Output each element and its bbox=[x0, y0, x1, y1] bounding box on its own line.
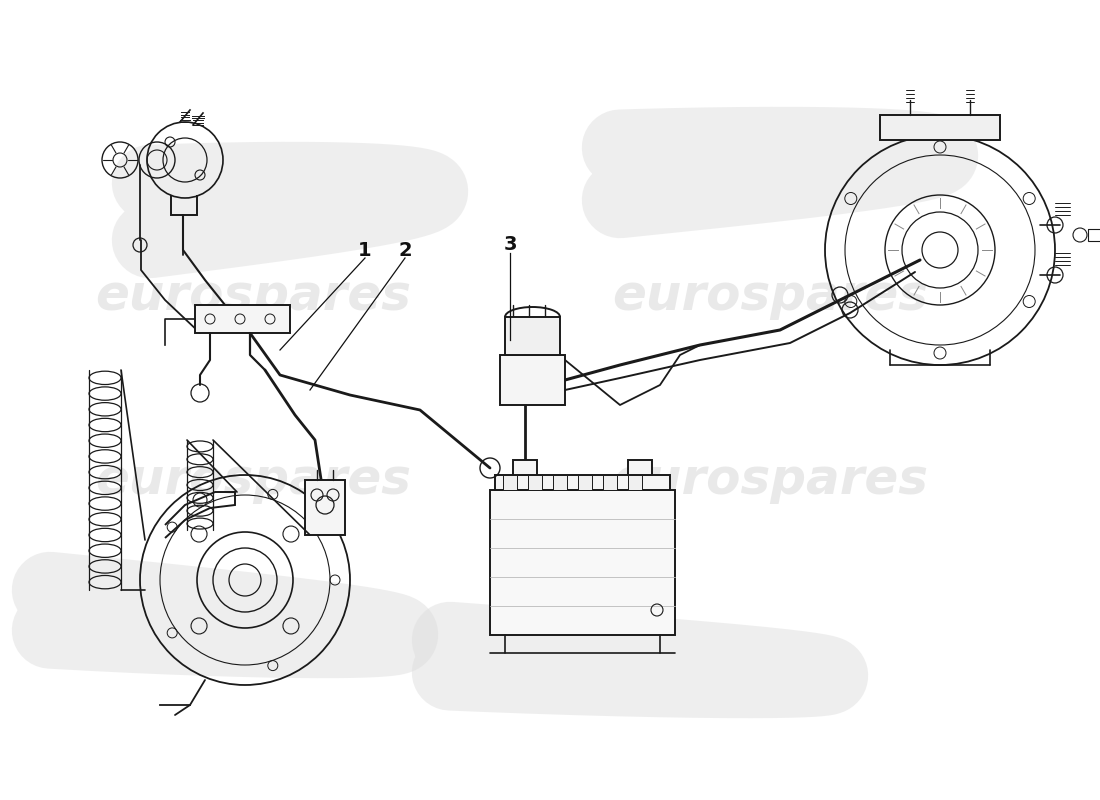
Bar bbox=[528, 475, 542, 490]
Bar bbox=[195, 305, 290, 333]
Text: eurospares: eurospares bbox=[95, 456, 411, 504]
Bar bbox=[628, 460, 652, 475]
Bar bbox=[628, 475, 642, 490]
Text: 2: 2 bbox=[398, 241, 411, 259]
Bar bbox=[305, 480, 345, 535]
Bar bbox=[490, 490, 675, 635]
Text: eurospares: eurospares bbox=[95, 272, 411, 320]
Bar bbox=[553, 475, 566, 490]
Bar bbox=[500, 355, 565, 405]
Bar bbox=[578, 475, 592, 490]
Bar bbox=[880, 115, 1000, 140]
Bar bbox=[603, 475, 617, 490]
Text: 1: 1 bbox=[359, 241, 372, 259]
Text: eurospares: eurospares bbox=[612, 272, 928, 320]
Bar bbox=[1088, 229, 1100, 241]
Text: 3: 3 bbox=[504, 235, 517, 254]
Bar bbox=[495, 475, 670, 490]
Bar bbox=[513, 460, 537, 475]
Bar bbox=[503, 475, 517, 490]
Text: eurospares: eurospares bbox=[612, 456, 928, 504]
Bar bbox=[505, 317, 560, 355]
